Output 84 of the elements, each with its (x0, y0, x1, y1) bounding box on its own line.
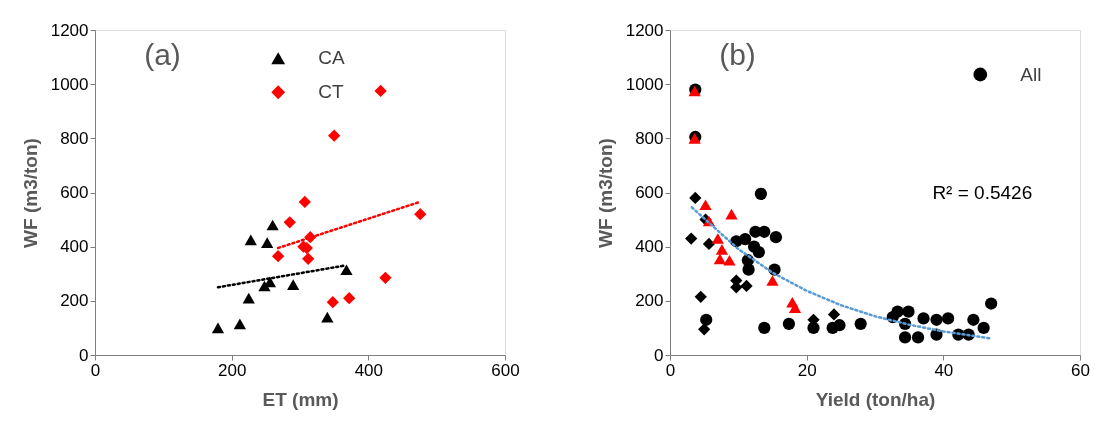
y-tick-label: 200 (635, 291, 664, 311)
point (698, 323, 711, 336)
point (685, 232, 698, 245)
point (689, 191, 702, 205)
y-tick-label: 0 (654, 345, 664, 365)
y-tick-label: 400 (635, 237, 664, 257)
point (891, 305, 904, 318)
point (758, 321, 771, 335)
point (713, 253, 727, 265)
point (854, 317, 867, 330)
y-tick-label: 1200 (625, 20, 664, 40)
point (321, 311, 334, 323)
y-axis-title: WF (m3/ton) (19, 138, 41, 248)
x-tick-label: 60 (1071, 360, 1090, 380)
point (374, 84, 387, 98)
point (723, 254, 736, 266)
point (242, 292, 255, 304)
point (715, 244, 729, 255)
annotation: R² = 0.5426 (932, 181, 1033, 203)
point (244, 234, 257, 246)
x-tick-label: 20 (797, 360, 817, 380)
annotation: (a) (144, 38, 181, 71)
x-tick-label: 40 (934, 360, 954, 380)
point (379, 271, 392, 284)
legend-label: All (1020, 63, 1042, 85)
y-tick-label: 400 (60, 237, 89, 257)
point (261, 237, 274, 248)
point (302, 252, 315, 265)
point (898, 331, 912, 344)
point (902, 305, 915, 318)
y-tick-label: 0 (79, 345, 89, 365)
point (985, 297, 998, 310)
line-series (690, 206, 993, 340)
legend-label: CA (318, 47, 345, 69)
point (343, 292, 356, 305)
point (287, 279, 300, 290)
y-tick-label: 800 (60, 128, 89, 148)
y-axis-title: WF (m3/ton) (594, 138, 616, 248)
y-tick-label: 600 (635, 183, 664, 202)
point (977, 321, 990, 335)
point (742, 263, 755, 276)
point (769, 231, 783, 244)
point (699, 199, 712, 210)
point (414, 208, 427, 221)
point (782, 317, 796, 330)
x-tick-label: 400 (354, 360, 384, 380)
legend-label: CT (318, 81, 344, 103)
point (967, 313, 980, 326)
point (788, 302, 802, 313)
y-tick-label: 600 (60, 183, 89, 202)
point (754, 187, 768, 200)
point (340, 264, 353, 275)
point (833, 319, 846, 332)
point (941, 312, 955, 325)
point (328, 129, 341, 142)
point (711, 233, 724, 244)
y-tick-label: 1000 (625, 74, 664, 94)
point (917, 312, 930, 325)
x-axis-title: Yield (ton/ha) (815, 388, 936, 410)
point (752, 245, 765, 259)
point (702, 237, 716, 251)
point (233, 318, 246, 330)
point (758, 225, 771, 238)
y-tick-label: 1000 (50, 74, 89, 94)
x-axis-title: ET (mm) (262, 388, 339, 410)
point (694, 290, 707, 303)
point (766, 275, 779, 286)
point (283, 216, 296, 229)
x-tick-label: 200 (217, 360, 247, 380)
point (700, 313, 713, 326)
point (911, 331, 925, 344)
y-tick-label: 200 (60, 291, 89, 311)
point (272, 250, 285, 263)
point (298, 195, 311, 209)
y-tick-label: 1200 (50, 20, 89, 40)
x-tick-label: 600 (491, 360, 520, 380)
point (930, 313, 943, 326)
point (827, 308, 841, 321)
point (326, 296, 339, 309)
point (740, 279, 753, 293)
point (211, 322, 225, 334)
annotation: (b) (719, 38, 756, 71)
y-tick-label: 800 (635, 128, 664, 148)
point (266, 219, 279, 231)
